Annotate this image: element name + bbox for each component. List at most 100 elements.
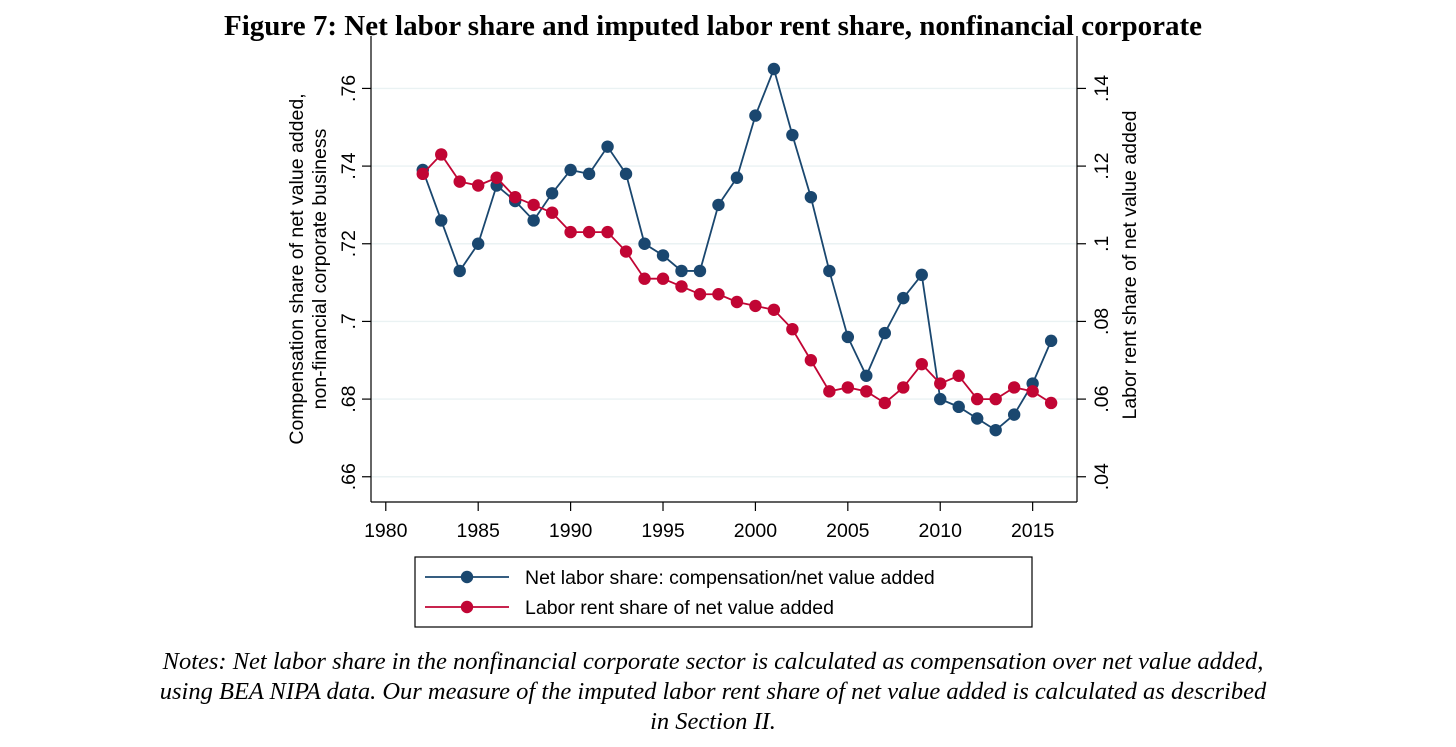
data-point-1-1989 xyxy=(545,187,559,200)
y-axis-title-line-2: non-financial corporate business xyxy=(309,128,331,409)
data-point-1-1991 xyxy=(582,167,596,181)
data-point-1-2006 xyxy=(860,369,873,382)
data-point-1-1983 xyxy=(435,214,448,227)
data-point-2-1996 xyxy=(675,280,688,293)
data-point-2-2002 xyxy=(786,322,799,336)
data-point-2-1983 xyxy=(435,148,448,161)
data-point-2-1988 xyxy=(527,198,540,212)
data-point-1-1995 xyxy=(656,249,670,262)
x-tick-label: 1990 xyxy=(549,520,593,542)
y-tick-label: .76 xyxy=(338,75,360,102)
y-tick-label: .66 xyxy=(338,463,360,490)
data-point-2-2012 xyxy=(970,392,984,406)
data-point-2-1992 xyxy=(601,225,614,239)
y2-tick-label: .1 xyxy=(1091,236,1113,252)
data-point-2-1997 xyxy=(693,288,707,301)
x-tick-label: 2010 xyxy=(919,520,963,542)
data-point-2-1990 xyxy=(564,225,577,239)
x-tick-label: 1980 xyxy=(364,520,408,542)
data-point-2-1986 xyxy=(490,171,503,184)
data-point-1-1996 xyxy=(675,264,688,278)
x-tick-label: 2015 xyxy=(1011,520,1055,542)
data-point-1-2009 xyxy=(915,268,928,282)
data-point-1-2005 xyxy=(841,330,855,344)
data-point-2-2008 xyxy=(897,381,910,394)
y-tick-label: .7 xyxy=(338,313,360,329)
data-point-1-2001 xyxy=(767,62,781,76)
axis-labels: Compensation share of net value added, no… xyxy=(286,93,1141,444)
data-point-1-2003 xyxy=(804,190,818,204)
y-tick-label: .68 xyxy=(338,386,360,413)
data-point-2-1998 xyxy=(712,288,725,301)
data-point-2-2006 xyxy=(860,385,873,398)
legend-swatch-marker xyxy=(460,570,474,584)
data-point-2-1987 xyxy=(508,190,522,204)
data-point-2-2009 xyxy=(915,357,928,371)
notes-line-3: in Section II. xyxy=(650,708,776,735)
y2-tick-label: .08 xyxy=(1091,308,1113,335)
data-point-1-2002 xyxy=(786,128,799,142)
notes-line-2: using BEA NIPA data. Our measure of the … xyxy=(159,678,1267,705)
data-point-1-1985 xyxy=(471,237,485,250)
figure-title: Figure 7: Net labor share and imputed la… xyxy=(224,10,1202,42)
x-tick-label: 1995 xyxy=(641,520,685,542)
data-point-2-2004 xyxy=(823,385,836,398)
y2-tick-label: .06 xyxy=(1091,386,1113,413)
data-point-1-2014 xyxy=(1007,408,1021,421)
data-point-2-1985 xyxy=(471,179,485,192)
legend-label-1: Net labor share: compensation/net value … xyxy=(525,567,935,589)
data-point-1-1988 xyxy=(527,214,540,227)
data-point-1-2008 xyxy=(897,291,910,305)
data-point-1-1994 xyxy=(638,237,651,250)
data-point-1-1990 xyxy=(564,163,577,177)
axes: 1980 1985 1990 1995 2000 2005 2010 2015 .66 .68 .7… xyxy=(338,36,1113,542)
data-point-2-2000 xyxy=(749,299,762,313)
data-point-2-2013 xyxy=(989,392,1002,406)
notes-line-1: Notes: Net labor share in the nonfinanci… xyxy=(162,648,1264,675)
data-point-1-1984 xyxy=(453,264,466,278)
data-point-2-2016 xyxy=(1044,396,1058,410)
legend-swatch-marker xyxy=(460,600,474,614)
data-point-1-1993 xyxy=(619,167,633,181)
y-axis-title-line-1: Compensation share of net value added, xyxy=(286,93,308,444)
data-point-2-2007 xyxy=(878,396,891,410)
y2-axis-title: Labor rent share of net value added xyxy=(1119,111,1141,420)
data-point-1-2007 xyxy=(878,326,891,340)
figure-notes: Notes: Net labor share in the nonfinanci… xyxy=(0,647,1426,737)
data-point-2-2010 xyxy=(934,377,947,390)
data-point-1-2013 xyxy=(989,423,1002,437)
y-tick-label: .72 xyxy=(338,230,360,257)
legend-box xyxy=(414,556,1033,628)
data-point-2-1989 xyxy=(545,206,559,219)
data-point-1-2011 xyxy=(952,400,965,414)
legend-label-2: Labor rent share of net value added xyxy=(525,597,834,619)
data-point-2-1999 xyxy=(730,295,744,309)
data-point-2-2014 xyxy=(1007,381,1021,394)
data-point-1-2010 xyxy=(934,392,947,406)
data-point-1-2016 xyxy=(1044,334,1058,348)
data-point-1-1997 xyxy=(693,264,707,278)
data-point-2-1984 xyxy=(453,175,466,188)
y2-tick-label: .12 xyxy=(1091,153,1113,180)
data-point-2-2003 xyxy=(804,354,818,367)
data-point-1-2004 xyxy=(823,264,836,278)
x-tick-label: 2005 xyxy=(826,520,870,542)
y2-tick-label: .14 xyxy=(1091,75,1113,102)
gridlines xyxy=(371,87,1077,478)
data-point-2-1982 xyxy=(416,167,429,181)
data-point-1-1998 xyxy=(712,198,725,212)
data-point-2-1995 xyxy=(656,272,670,285)
legend: Net labor share: compensation/net value … xyxy=(414,556,1033,628)
x-tick-label: 2000 xyxy=(734,520,778,542)
x-tick-label: 1985 xyxy=(456,520,500,542)
data-point-2-2015 xyxy=(1026,385,1039,398)
y2-tick-label: .04 xyxy=(1091,463,1113,490)
data-point-2-2011 xyxy=(952,369,965,382)
data-point-1-2012 xyxy=(970,412,984,425)
y-tick-label: .74 xyxy=(338,152,360,179)
data-point-1-1999 xyxy=(730,171,744,184)
data-point-2-1993 xyxy=(619,245,633,258)
data-point-2-2005 xyxy=(841,381,855,394)
data-point-2-2001 xyxy=(767,303,781,316)
data-point-1-2000 xyxy=(749,109,762,122)
